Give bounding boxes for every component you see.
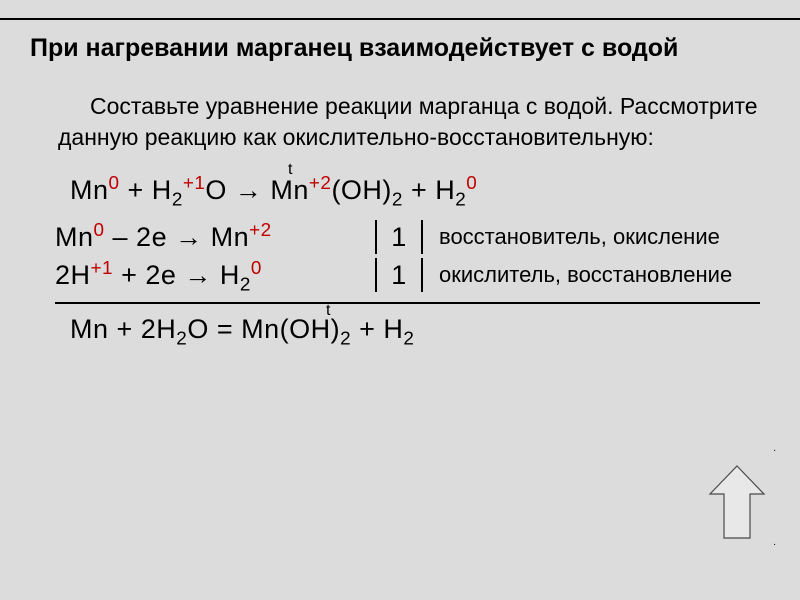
t-label-1: t — [288, 161, 293, 179]
half2-coef: 1 — [387, 260, 411, 291]
vbar-1b — [421, 220, 423, 254]
t-label-2: t — [326, 302, 331, 320]
half-reaction-2: 2H+1 + 2e → H20 1 окислитель, восстановл… — [55, 258, 770, 292]
top-divider — [0, 18, 800, 20]
vbar-2a — [375, 258, 377, 292]
half-reaction-1: Mn0 – 2e → Mn+2 1 восстановитель, окисле… — [55, 220, 770, 254]
arrow-up-icon[interactable] — [708, 464, 766, 540]
dot-2: . — [773, 537, 776, 548]
task-line1: Составьте уравнение реакции марганца с в… — [90, 93, 614, 119]
task-text: Составьте уравнение реакции марганца с в… — [58, 91, 760, 153]
dot-1: . — [773, 443, 776, 454]
equation-1: t Mn0 + H2+1O → Mn+2(OH)2 + H20 — [70, 175, 770, 206]
half1-eq: Mn0 – 2e → Mn+2 — [55, 222, 365, 253]
vbar-1a — [375, 220, 377, 254]
half2-desc: окислитель, восстановление — [439, 262, 732, 288]
half1-desc: восстановитель, окисление — [439, 224, 720, 250]
equation-block: t Mn0 + H2+1O → Mn+2(OH)2 + H20 Mn0 – 2e… — [70, 175, 770, 345]
half2-eq: 2H+1 + 2e → H20 — [55, 260, 365, 291]
vbar-2b — [421, 258, 423, 292]
equation-final: t Mn + 2H2O = Mn(OH)2 + H2 — [70, 314, 770, 345]
equation-underline — [55, 302, 760, 304]
half1-coef: 1 — [387, 222, 411, 253]
slide: При нагревании марганец взаимодействует … — [0, 0, 800, 600]
slide-title: При нагревании марганец взаимодействует … — [30, 34, 770, 63]
